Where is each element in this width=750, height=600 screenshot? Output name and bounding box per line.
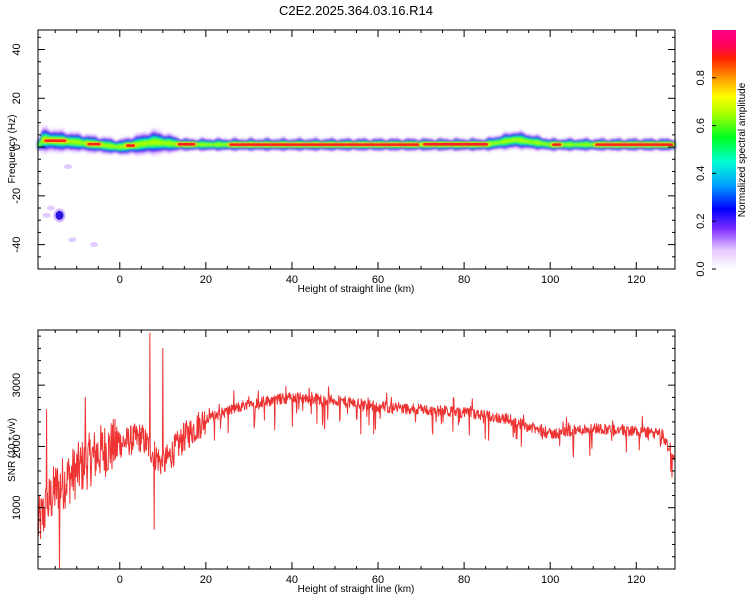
colorbar-tick-label: 0.8 [695, 70, 707, 85]
y-tick-label: 3000 [11, 373, 23, 397]
y-tick-label: 1000 [11, 495, 23, 519]
x-tick-label: 100 [541, 574, 559, 586]
colorbar-tick-label: 0.4 [695, 166, 707, 181]
spectrogram-x-label: Height of straight line (km) [298, 284, 415, 295]
y-tick-label: -20 [11, 188, 23, 204]
snr-x-label: Height of straight line (km) [298, 584, 415, 595]
y-tick-label: 2000 [11, 434, 23, 458]
ridge-yellowgreen-band [38, 136, 675, 150]
y-tick-label: 20 [11, 92, 23, 104]
colorbar-gradient [712, 30, 736, 269]
x-tick-label: 0 [117, 574, 123, 586]
snr-panel: 0 20 40 60 80 100 120 1000 2000 3000 Height of st… [7, 329, 676, 595]
colorbar-label: Normalized spectral amplitude [737, 82, 748, 217]
x-tick-label: 100 [541, 274, 559, 286]
snr-y-label: SNR (10 * v/v) [7, 418, 18, 482]
spectrogram-y-label: Frequency (Hz) [7, 115, 18, 184]
x-tick-label: 80 [458, 274, 470, 286]
x-tick-label: 20 [200, 574, 212, 586]
x-tick-label: 0 [117, 274, 123, 286]
ridge-core-red [177, 142, 196, 146]
colorbar-tick-label: 0.2 [695, 214, 707, 229]
spectrogram-panel: 0 20 40 60 80 100 120 -40 -20 0 20 40 Height of str… [7, 29, 676, 295]
x-tick-label: 120 [627, 574, 645, 586]
snr-ticks: 0 20 40 60 80 100 120 1000 2000 3000 [11, 330, 675, 586]
snr-plot-area [38, 330, 675, 569]
y-tick-label: 0 [11, 144, 23, 150]
spectrogram-heatmap [38, 125, 675, 248]
x-tick-label: 60 [372, 274, 384, 286]
ridge-core-red [229, 143, 420, 146]
ridge-core-red [87, 142, 101, 146]
chart-title: C2E2.2025.364.03.16.R14 [279, 3, 433, 18]
y-tick-label: -40 [11, 237, 23, 253]
x-tick-label: 80 [458, 574, 470, 586]
isolated-blob-core [55, 210, 64, 220]
faint-blob [68, 237, 77, 243]
x-tick-label: 20 [200, 274, 212, 286]
spectrogram-ticks: 0 20 40 60 80 100 120 -40 -20 0 20 40 [11, 30, 675, 286]
faint-blob [46, 205, 55, 211]
faint-blob [42, 212, 51, 218]
ridge-core-red [595, 143, 673, 146]
x-tick-label: 40 [286, 574, 298, 586]
colorbar-tick-label: 0.6 [695, 118, 707, 133]
ridge-core-red [126, 144, 135, 147]
snr-series-line [37, 332, 676, 570]
x-tick-label: 40 [286, 274, 298, 286]
ridge-core-red [423, 142, 488, 146]
colorbar-tick-label: 0.0 [695, 261, 707, 276]
x-tick-label: 60 [372, 574, 384, 586]
x-tick-label: 120 [627, 274, 645, 286]
y-tick-label: 40 [11, 43, 23, 55]
colorbar-ticks: 0.0 0.2 0.4 0.6 0.8 [695, 70, 716, 277]
colorbar: 0.0 0.2 0.4 0.6 0.8 Normalized spectral ampl… [695, 30, 748, 277]
faint-blob [64, 164, 73, 170]
ridge-core-red [44, 139, 67, 142]
faint-blob [89, 242, 98, 248]
ridge-core-red [552, 143, 562, 146]
